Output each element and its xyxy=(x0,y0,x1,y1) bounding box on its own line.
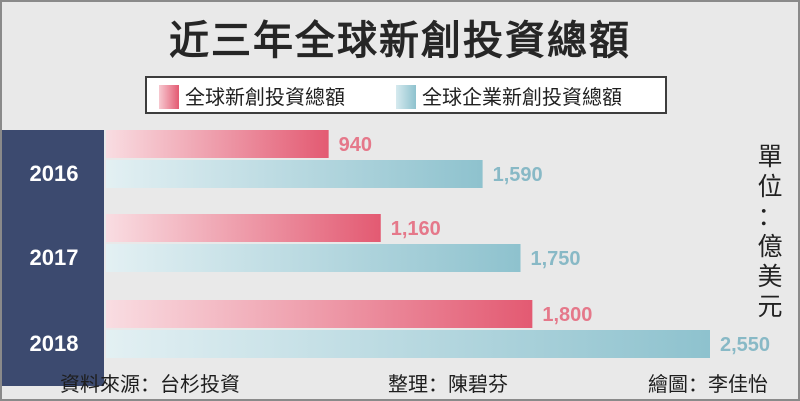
corporate-value-label: 1,590 xyxy=(493,164,543,186)
legend-label-corporate: 全球企業新創投資總額 xyxy=(422,85,622,109)
startup-value-label: 940 xyxy=(339,134,372,156)
year-label: 2016 xyxy=(30,161,79,186)
startup-bar xyxy=(106,300,533,328)
corporate-bar xyxy=(106,160,483,188)
legend-swatch-startup xyxy=(159,85,179,109)
startup-bar xyxy=(106,130,329,158)
unit-char: ： xyxy=(757,202,783,231)
year-label: 2017 xyxy=(30,245,79,270)
chart-title: 近三年全球新創投資總額 xyxy=(169,18,631,64)
illustrator-note: 繪圖：李佳怡 xyxy=(648,372,768,396)
unit-label: 單 位 ： 億 美 元 xyxy=(754,142,786,322)
source-note: 資料來源：台杉投資 xyxy=(60,372,240,396)
corporate-bar xyxy=(106,244,521,272)
startup-value-label: 1,160 xyxy=(391,218,441,240)
editor-note: 整理：陳碧芬 xyxy=(388,372,508,396)
corporate-bar xyxy=(106,330,710,358)
unit-char: 單 xyxy=(757,142,783,171)
legend-label-startup: 全球新創投資總額 xyxy=(185,85,345,109)
unit-char: 億 xyxy=(757,232,783,261)
unit-char: 美 xyxy=(757,262,783,291)
unit-char: 位 xyxy=(757,172,783,201)
year-block xyxy=(2,130,104,216)
startup-bar xyxy=(106,214,381,242)
legend-swatch-corporate xyxy=(396,85,416,109)
startup-value-label: 1,800 xyxy=(542,304,592,326)
year-block xyxy=(2,214,104,300)
corporate-value-label: 2,550 xyxy=(720,334,770,356)
year-block xyxy=(2,300,104,386)
unit-char: 元 xyxy=(757,292,783,321)
legend: 全球新創投資總額 全球企業新創投資總額 xyxy=(145,76,667,114)
corporate-value-label: 1,750 xyxy=(531,248,581,270)
year-label: 2018 xyxy=(30,331,79,356)
